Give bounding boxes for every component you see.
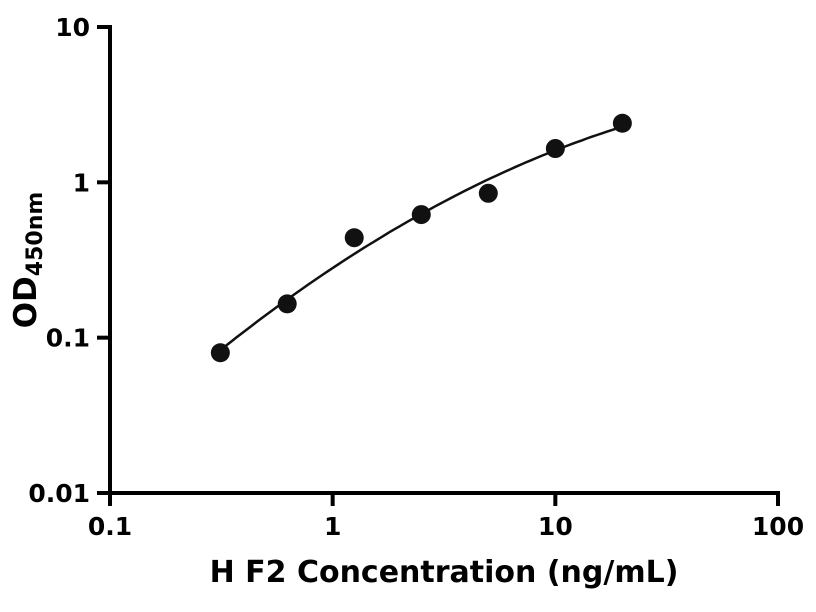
axes-spine (108, 25, 780, 495)
data-point (612, 113, 632, 133)
x-tick-label: 0.1 (88, 512, 132, 541)
data-point (411, 205, 431, 225)
x-axis-label: H F2 Concentration (ng/mL) (210, 555, 679, 590)
y-tick-label: 10 (55, 13, 90, 42)
y-tick-label: 0.01 (28, 479, 90, 508)
x-tick-label: 10 (538, 512, 573, 541)
data-point (277, 294, 297, 314)
y-axis-label: OD450nm (8, 192, 48, 329)
data-point (344, 228, 364, 248)
x-tick-label: 100 (752, 512, 804, 541)
x-tick-label: 1 (324, 512, 341, 541)
fit-curve-line (215, 125, 623, 355)
y-tick-label: 1 (73, 168, 90, 197)
data-point (210, 343, 230, 363)
y-tick-label: 0.1 (46, 324, 90, 353)
data-points (210, 113, 632, 363)
data-point (478, 183, 498, 203)
data-point (545, 139, 565, 159)
